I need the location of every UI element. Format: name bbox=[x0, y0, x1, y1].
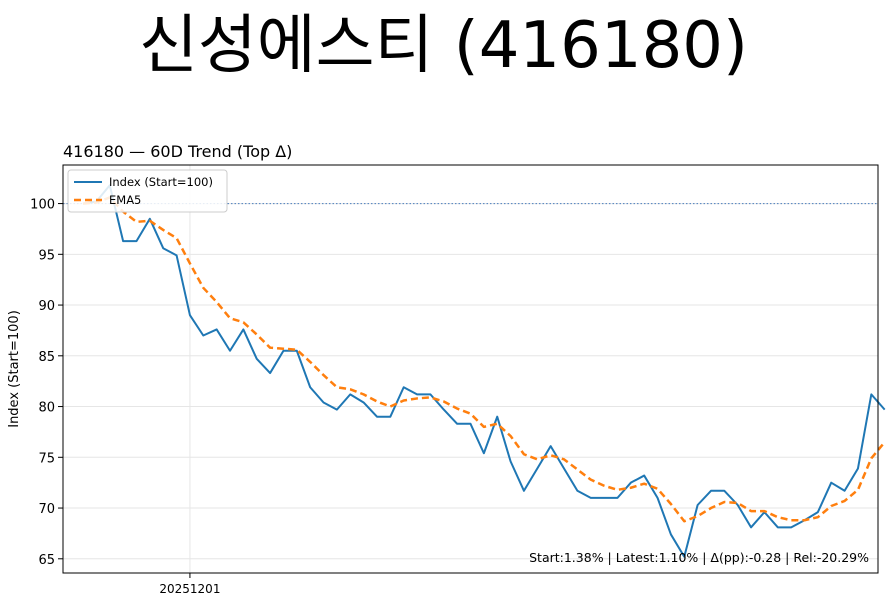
series-layer bbox=[82, 184, 886, 558]
y-axis: 65 70 75 80 85 90 95 100 bbox=[30, 198, 63, 568]
plot-frame bbox=[62, 164, 879, 574]
x-tick-label: 20251201 bbox=[159, 582, 220, 596]
y-axis-label: Index (Start=100) bbox=[7, 310, 22, 428]
ema5-line bbox=[82, 196, 886, 523]
legend-label: Index (Start=100) bbox=[109, 175, 213, 189]
y-tick-label: 65 bbox=[38, 553, 55, 568]
page-title: 신성에스티 (416180) bbox=[139, 9, 748, 83]
chart-title: 416180 — 60D Trend (Top Δ) bbox=[63, 142, 292, 161]
y-tick-label: 100 bbox=[30, 198, 55, 213]
stats-annotation: Start:1.38% | Latest:1.10% | Δ(pp):-0.28… bbox=[529, 550, 869, 565]
y-tick-label: 75 bbox=[38, 451, 55, 466]
y-tick-label: 95 bbox=[38, 248, 55, 263]
index-line bbox=[82, 184, 886, 558]
legend-label: EMA5 bbox=[109, 193, 141, 207]
y-tick-label: 90 bbox=[38, 299, 55, 314]
legend: Index (Start=100) EMA5 bbox=[67, 169, 228, 213]
x-axis: 20251201 bbox=[159, 573, 220, 596]
y-tick-label: 85 bbox=[38, 350, 55, 365]
y-tick-label: 80 bbox=[38, 401, 55, 416]
y-tick-label: 70 bbox=[38, 502, 55, 517]
legend-box bbox=[67, 169, 228, 213]
